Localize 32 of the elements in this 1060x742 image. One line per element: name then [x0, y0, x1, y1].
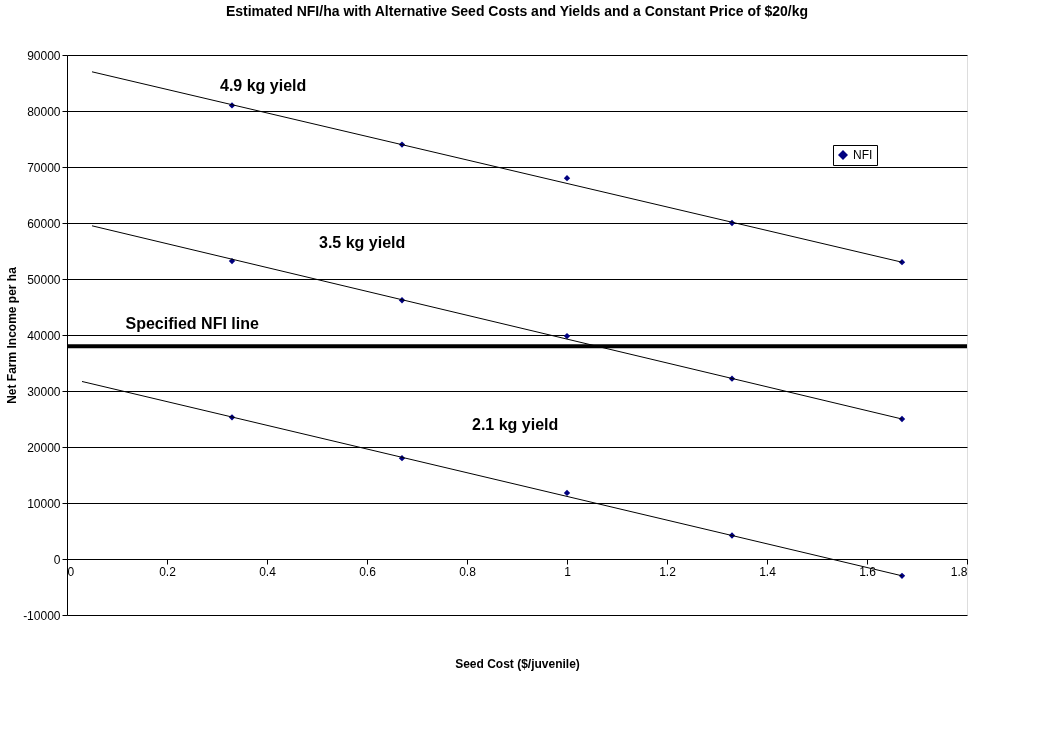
point	[563, 332, 571, 340]
x-tick-label: 1.8	[950, 564, 968, 579]
y-tick-label: 10000	[27, 496, 61, 511]
x-tick-label: 0.6	[359, 564, 377, 579]
x-tick-label: 1	[564, 564, 572, 579]
annotation: 3.5 kg yield	[319, 233, 406, 251]
x-tick-label: 0	[67, 564, 75, 579]
y-tick-label: 90000	[27, 48, 61, 63]
x-tick-label: 0.2	[159, 564, 177, 579]
x-axis-title: Seed Cost ($/juvenile)	[455, 656, 580, 671]
x-tick-label: 0.8	[459, 564, 477, 579]
y-tick-label: 60000	[27, 216, 61, 231]
point	[563, 489, 571, 497]
y-tick-label: -10000	[23, 608, 61, 623]
y-tick-label: 30000	[27, 384, 61, 399]
point	[563, 175, 571, 182]
y-tick-label: 80000	[27, 104, 61, 119]
annotation: 4.9 kg yield	[220, 76, 307, 94]
legend-label: NFI	[853, 148, 873, 162]
x-tick-label: 1.4	[759, 564, 777, 579]
y-axis-title: Net Farm Income per ha	[5, 266, 20, 404]
x-tick-label: 0.4	[259, 564, 277, 579]
y-tick-label: 70000	[27, 160, 61, 175]
x-tick-label: 1.6	[859, 564, 877, 579]
y-tick-label: 40000	[27, 328, 61, 343]
y-tick-label: 50000	[27, 272, 61, 287]
x-tick-label: 1.2	[659, 564, 677, 579]
annotation: 2.1 kg yield	[472, 415, 559, 433]
annotation: Specified NFI line	[125, 314, 259, 332]
chart-title: Estimated NFI/ha with Alternative Seed Costs and Yields and a Constant Price of $20/kg	[225, 3, 809, 19]
y-tick-label: 20000	[27, 440, 61, 455]
y-tick-label: 0	[53, 552, 61, 567]
